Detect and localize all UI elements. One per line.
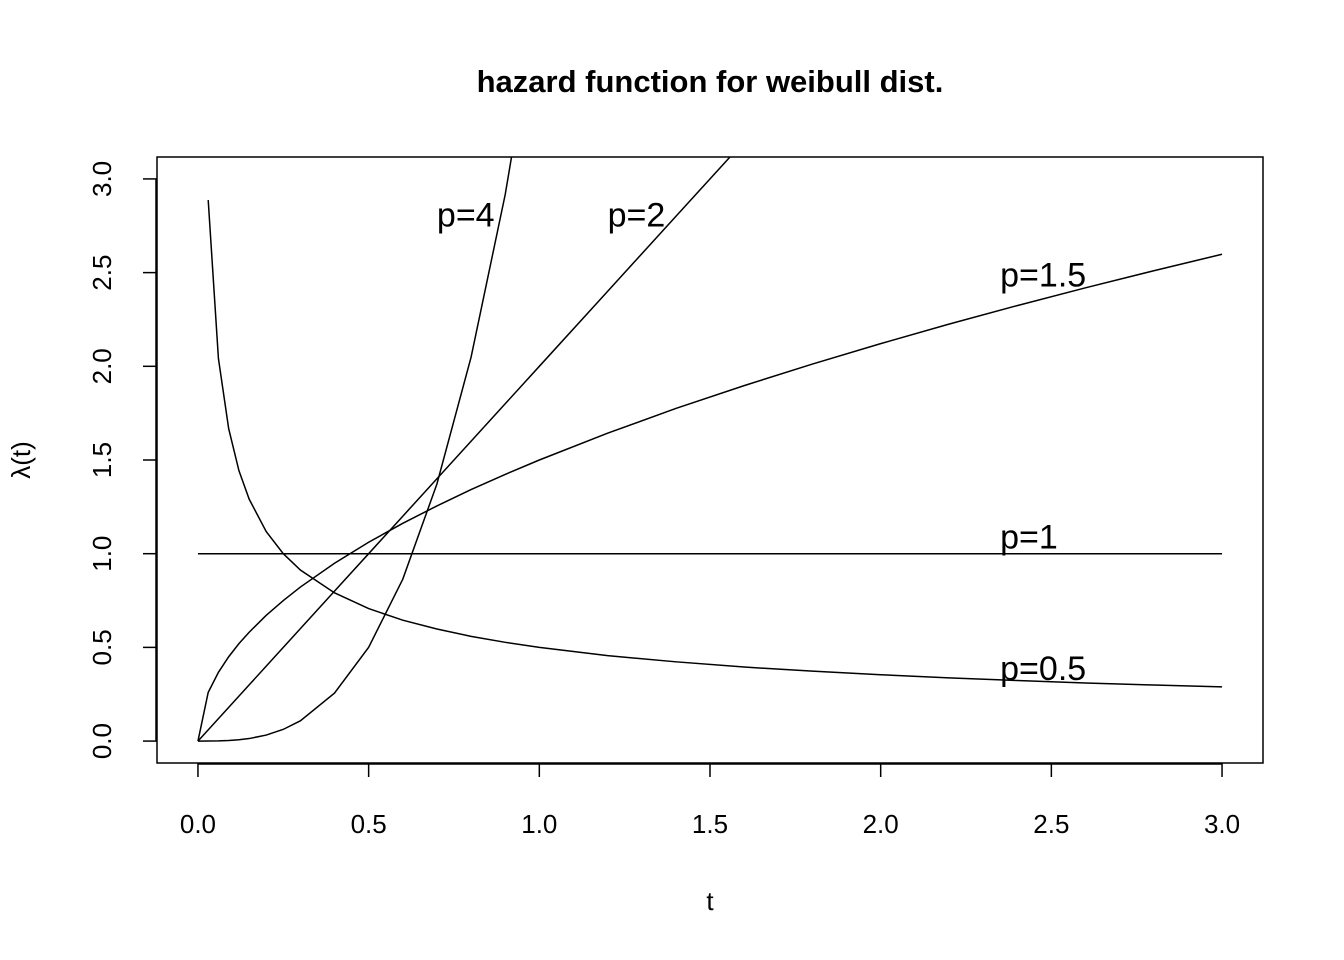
x-tick-label: 3.0 bbox=[1204, 809, 1240, 839]
series-line bbox=[197, 157, 513, 742]
series-line bbox=[207, 200, 1223, 688]
x-axis-label: t bbox=[706, 886, 714, 916]
plot-box bbox=[156, 156, 1264, 764]
plot-area bbox=[197, 157, 1223, 742]
y-tick-label: 0.0 bbox=[87, 723, 117, 759]
series-label: p=1 bbox=[1000, 519, 1058, 557]
series-label: p=2 bbox=[608, 196, 666, 234]
series-label: p=4 bbox=[437, 196, 495, 234]
chart-title: hazard function for weibull dist. bbox=[477, 64, 944, 99]
x-tick-label: 0.0 bbox=[180, 809, 216, 839]
x-tick-label: 2.0 bbox=[863, 809, 899, 839]
series-label: p=0.5 bbox=[1000, 650, 1086, 688]
series-line bbox=[197, 157, 731, 742]
x-tick-label: 0.5 bbox=[351, 809, 387, 839]
y-tick-label: 2.5 bbox=[87, 255, 117, 291]
series-line bbox=[197, 253, 1223, 742]
y-tick-label: 2.0 bbox=[87, 348, 117, 384]
x-tick-label: 1.0 bbox=[521, 809, 557, 839]
y-tick-label: 0.5 bbox=[87, 629, 117, 665]
series-label: p=1.5 bbox=[1000, 256, 1086, 294]
x-tick-label: 2.5 bbox=[1033, 809, 1069, 839]
x-tick-label: 1.5 bbox=[692, 809, 728, 839]
y-tick-label: 1.0 bbox=[87, 536, 117, 572]
y-axis-label: λ(t) bbox=[6, 441, 36, 479]
y-tick-label: 1.5 bbox=[87, 442, 117, 478]
y-tick-label: 3.0 bbox=[87, 161, 117, 197]
